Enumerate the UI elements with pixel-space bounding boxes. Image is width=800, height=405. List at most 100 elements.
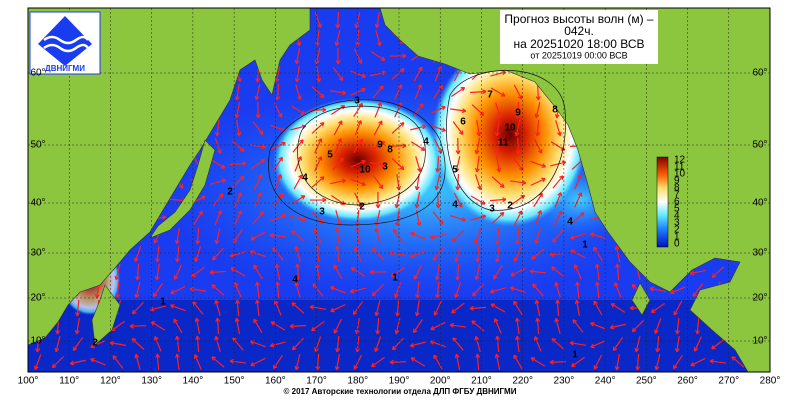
colorbar-label: 3: [674, 218, 680, 229]
wave-arrow: [593, 246, 603, 262]
wave-arrow: [294, 66, 300, 83]
wave-arrow: [333, 318, 343, 334]
wave-arrow: [469, 305, 487, 311]
wave-arrow: [675, 317, 680, 335]
wave-arrow: [513, 210, 523, 226]
wave-arrow: [155, 245, 160, 263]
wave-arrow: [370, 70, 387, 77]
longitude-label: 200°: [430, 376, 451, 387]
contour-label: 4: [567, 217, 573, 228]
wave-arrow: [414, 299, 420, 317]
wave-arrow: [274, 263, 281, 280]
wave-arrow: [51, 355, 65, 369]
wave-arrow: [90, 340, 106, 349]
latitude-label: 60°: [752, 68, 767, 79]
wave-arrow: [410, 357, 426, 367]
wave-arrow: [290, 105, 306, 115]
wave-arrow: [414, 84, 423, 100]
colorbar-label: 4: [674, 211, 680, 222]
wave-arrow: [254, 281, 260, 299]
wave-arrow: [614, 245, 621, 262]
wave-arrow: [491, 211, 505, 224]
wave-arrow: [515, 101, 521, 119]
wave-arrow: [552, 175, 564, 189]
wave-arrow: [555, 120, 562, 137]
wave-arrow: [294, 245, 301, 262]
wave-arrow: [454, 282, 462, 299]
wave-arrow: [215, 317, 221, 335]
wave-arrow: [335, 11, 341, 29]
wave-arrow: [371, 283, 385, 297]
latitude-label: 30°: [30, 248, 45, 259]
wave-arrow: [451, 230, 465, 243]
wave-arrow: [109, 340, 126, 346]
wave-arrow: [450, 214, 467, 222]
wave-arrow: [229, 251, 246, 258]
wave-arrow: [530, 177, 546, 186]
latitude-label: 40°: [30, 198, 45, 209]
wave-arrow: [594, 263, 600, 281]
wave-arrow: [535, 119, 541, 137]
wave-arrow: [509, 286, 526, 294]
wave-arrow: [430, 124, 446, 132]
wave-arrow: [569, 232, 586, 240]
wave-arrow: [235, 299, 241, 317]
wave-arrow: [250, 357, 266, 367]
wave-arrow: [474, 335, 481, 352]
wave-arrow: [192, 301, 204, 315]
wave-arrow: [253, 318, 263, 334]
wave-arrow: [252, 211, 264, 225]
wave-arrow: [374, 336, 382, 353]
title: Прогноз высоты волн (м) –: [504, 12, 654, 26]
wave-arrow: [234, 210, 243, 226]
wave-arrow: [234, 317, 241, 334]
wave-arrow: [252, 121, 264, 135]
wave-arrow: [452, 121, 464, 135]
wave-arrow: [690, 357, 706, 367]
wave-arrow: [229, 358, 247, 364]
wave-arrow: [129, 323, 147, 329]
wave-arrow: [654, 354, 661, 371]
wave-arrow: [429, 233, 446, 240]
wave-arrow: [609, 323, 626, 330]
title-box: [500, 10, 658, 64]
wave-arrow: [330, 286, 346, 294]
wave-arrow: [454, 353, 461, 370]
wave-arrow: [433, 138, 443, 154]
wave-arrow: [374, 227, 381, 244]
wave-arrow: [415, 281, 420, 299]
wave-arrow: [534, 210, 543, 226]
latitude-label: 10°: [752, 336, 767, 347]
wave-arrow: [134, 246, 142, 262]
wave-arrow: [635, 353, 641, 371]
wave-arrow: [174, 353, 180, 371]
wave-arrow: [194, 317, 201, 334]
wave-arrow: [654, 318, 662, 334]
wave-arrow: [394, 84, 403, 100]
contour-label: 7: [487, 90, 493, 101]
wave-arrow: [434, 174, 441, 191]
wave-arrow: [391, 68, 405, 80]
wave-arrow: [555, 299, 561, 317]
wave-arrow: [631, 319, 645, 333]
wave-arrow: [291, 230, 305, 242]
wave-arrow: [430, 105, 446, 114]
wave-arrow: [275, 83, 281, 101]
longitude-label: 110°: [59, 376, 79, 387]
wave-arrow: [212, 247, 224, 261]
wave-arrow: [294, 48, 301, 65]
wave-arrow: [574, 192, 583, 208]
contour-label: 3: [489, 204, 495, 215]
latitude-label: 30°: [752, 248, 767, 259]
wave-arrow: [114, 264, 121, 281]
wave-arrow: [610, 303, 626, 313]
wave-arrow: [311, 176, 325, 188]
wave-arrow: [293, 174, 303, 190]
wave-arrow: [534, 299, 541, 316]
wave-arrow: [590, 321, 606, 330]
wave-arrow: [335, 245, 340, 263]
wave-arrow: [410, 250, 426, 259]
map-frame: [27, 7, 771, 373]
